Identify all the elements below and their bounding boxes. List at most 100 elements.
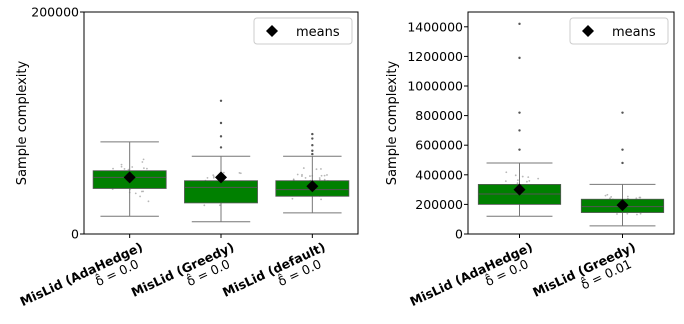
jitter-point xyxy=(142,190,145,193)
jitter-point xyxy=(301,175,303,178)
jitter-point xyxy=(320,168,322,170)
jitter-point xyxy=(537,177,540,180)
jitter-point xyxy=(304,177,307,179)
jitter-point xyxy=(639,196,642,199)
jitter-point xyxy=(626,212,629,215)
jitter-point xyxy=(112,167,114,170)
jitter-point xyxy=(120,163,123,166)
jitter-point xyxy=(604,194,607,197)
jitter-point xyxy=(141,161,144,163)
jitter-point xyxy=(309,175,311,177)
y-tick-label: 200000 xyxy=(31,5,79,20)
jitter-point xyxy=(146,167,148,170)
jitter-point xyxy=(147,200,150,203)
legend-mean-marker xyxy=(582,25,594,37)
box xyxy=(184,180,258,204)
legend-label: means xyxy=(612,25,656,40)
outlier-point xyxy=(311,144,314,147)
mean-marker xyxy=(215,171,227,184)
jitter-point xyxy=(639,212,642,215)
jitter-point xyxy=(318,178,321,181)
jitter-point xyxy=(291,197,294,200)
y-tick-label: 1200000 xyxy=(407,49,463,64)
y-tick-label: 800000 xyxy=(415,108,463,123)
y-tick-label: 600000 xyxy=(415,138,463,153)
mean-marker xyxy=(616,199,629,212)
jitter-point xyxy=(296,173,299,176)
jitter-point xyxy=(320,174,323,177)
outlier-point xyxy=(219,135,223,138)
outlier-point xyxy=(621,148,624,151)
jitter-point xyxy=(320,198,322,201)
outlier-point xyxy=(311,152,314,156)
jitter-point xyxy=(318,177,321,179)
jitter-point xyxy=(315,168,318,171)
jitter-point xyxy=(301,173,303,176)
jitter-point xyxy=(131,166,134,168)
y-tick-label: 200000 xyxy=(415,197,463,212)
mean-marker xyxy=(513,183,526,196)
jitter-point xyxy=(239,172,242,175)
jitter-point xyxy=(504,180,507,183)
outlier-point xyxy=(518,129,521,132)
jitter-point xyxy=(635,197,638,200)
mean-marker xyxy=(306,180,319,193)
jitter-point xyxy=(610,195,613,198)
outlier-point xyxy=(518,148,521,151)
y-axis-label: Sample complexity xyxy=(15,61,30,186)
outlier-point xyxy=(219,146,223,149)
jitter-point xyxy=(528,179,531,182)
plot-frame xyxy=(467,11,675,235)
outlier-point xyxy=(518,111,521,114)
jitter-point xyxy=(606,193,609,196)
jitter-point xyxy=(140,190,143,193)
y-tick-label: 0 xyxy=(71,227,79,242)
jitter-point xyxy=(238,172,241,174)
jitter-point xyxy=(609,197,611,200)
y-tick-label: 1000000 xyxy=(407,79,463,94)
jitter-point xyxy=(206,176,209,179)
jitter-point xyxy=(323,178,326,181)
y-axis-label: Sample complexity xyxy=(385,61,400,186)
jitter-point xyxy=(626,195,629,198)
jitter-point xyxy=(120,165,123,168)
jitter-point xyxy=(616,213,618,215)
y-tick-label: 400000 xyxy=(415,167,463,182)
jitter-point xyxy=(636,213,638,216)
outlier-point xyxy=(219,121,223,125)
jitter-point xyxy=(222,171,225,174)
jitter-point xyxy=(218,204,221,207)
jitter-point xyxy=(143,167,145,170)
jitter-point xyxy=(514,174,517,177)
jitter-point xyxy=(127,168,130,171)
outlier-point xyxy=(311,132,314,136)
jitter-point xyxy=(527,176,530,178)
chart-panel-right: 0 200000 400000 600000 800000 1000000 1200000 1… xyxy=(385,11,675,309)
mean-marker xyxy=(123,171,136,184)
jitter-point xyxy=(302,167,305,169)
outlier-point xyxy=(311,149,314,152)
outlier-point xyxy=(518,22,521,26)
jitter-point xyxy=(142,158,145,161)
jitter-point xyxy=(212,175,215,178)
outlier-point xyxy=(621,161,624,165)
outlier-point xyxy=(518,56,521,60)
jitter-point xyxy=(505,171,508,174)
jitter-point xyxy=(525,180,528,183)
jitter-point xyxy=(323,174,326,177)
y-tick-label: 1400000 xyxy=(407,19,463,34)
jitter-point xyxy=(203,204,206,207)
jitter-point xyxy=(212,176,215,179)
legend-box xyxy=(253,17,353,45)
jitter-point xyxy=(326,174,328,176)
jitter-point xyxy=(516,182,519,185)
jitter-point xyxy=(123,168,126,170)
jitter-point xyxy=(134,192,137,195)
legend-label: means xyxy=(296,25,340,40)
outlier-point xyxy=(311,137,314,140)
legend-box xyxy=(569,17,669,45)
jitter-point xyxy=(139,195,141,198)
outlier-point xyxy=(621,111,624,114)
